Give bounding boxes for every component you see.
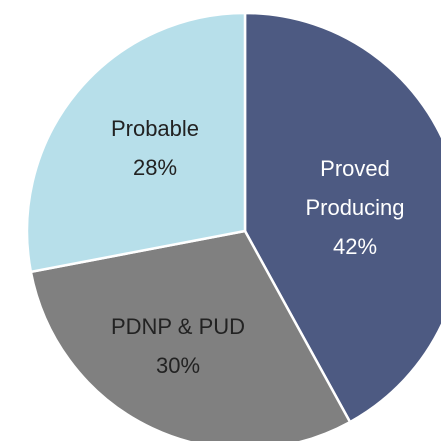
slice-label: Probable: [111, 116, 199, 141]
slice-label: Proved Producing: [305, 156, 404, 220]
value-label: 28%: [133, 155, 177, 180]
pie-slice: [29, 229, 352, 441]
value-label: 42%: [333, 234, 377, 259]
value-label: 30%: [156, 353, 200, 378]
slice-label: PDNP & PUD: [111, 314, 245, 339]
pie-slice: [25, 11, 247, 274]
